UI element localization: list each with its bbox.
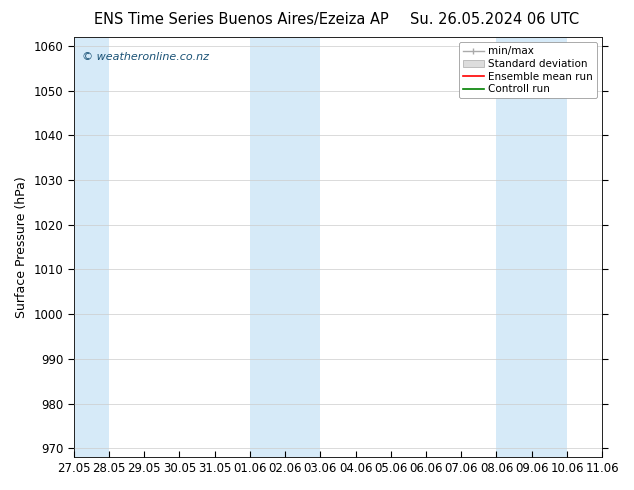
Text: Su. 26.05.2024 06 UTC: Su. 26.05.2024 06 UTC bbox=[410, 12, 579, 27]
Y-axis label: Surface Pressure (hPa): Surface Pressure (hPa) bbox=[15, 176, 28, 318]
Text: © weatheronline.co.nz: © weatheronline.co.nz bbox=[82, 52, 209, 62]
Legend: min/max, Standard deviation, Ensemble mean run, Controll run: min/max, Standard deviation, Ensemble me… bbox=[459, 42, 597, 98]
Bar bbox=[285, 37, 320, 457]
Bar bbox=[532, 37, 567, 457]
Bar bbox=[250, 37, 285, 457]
Bar bbox=[74, 37, 109, 457]
Bar bbox=[496, 37, 532, 457]
Text: ENS Time Series Buenos Aires/Ezeiza AP: ENS Time Series Buenos Aires/Ezeiza AP bbox=[94, 12, 388, 27]
